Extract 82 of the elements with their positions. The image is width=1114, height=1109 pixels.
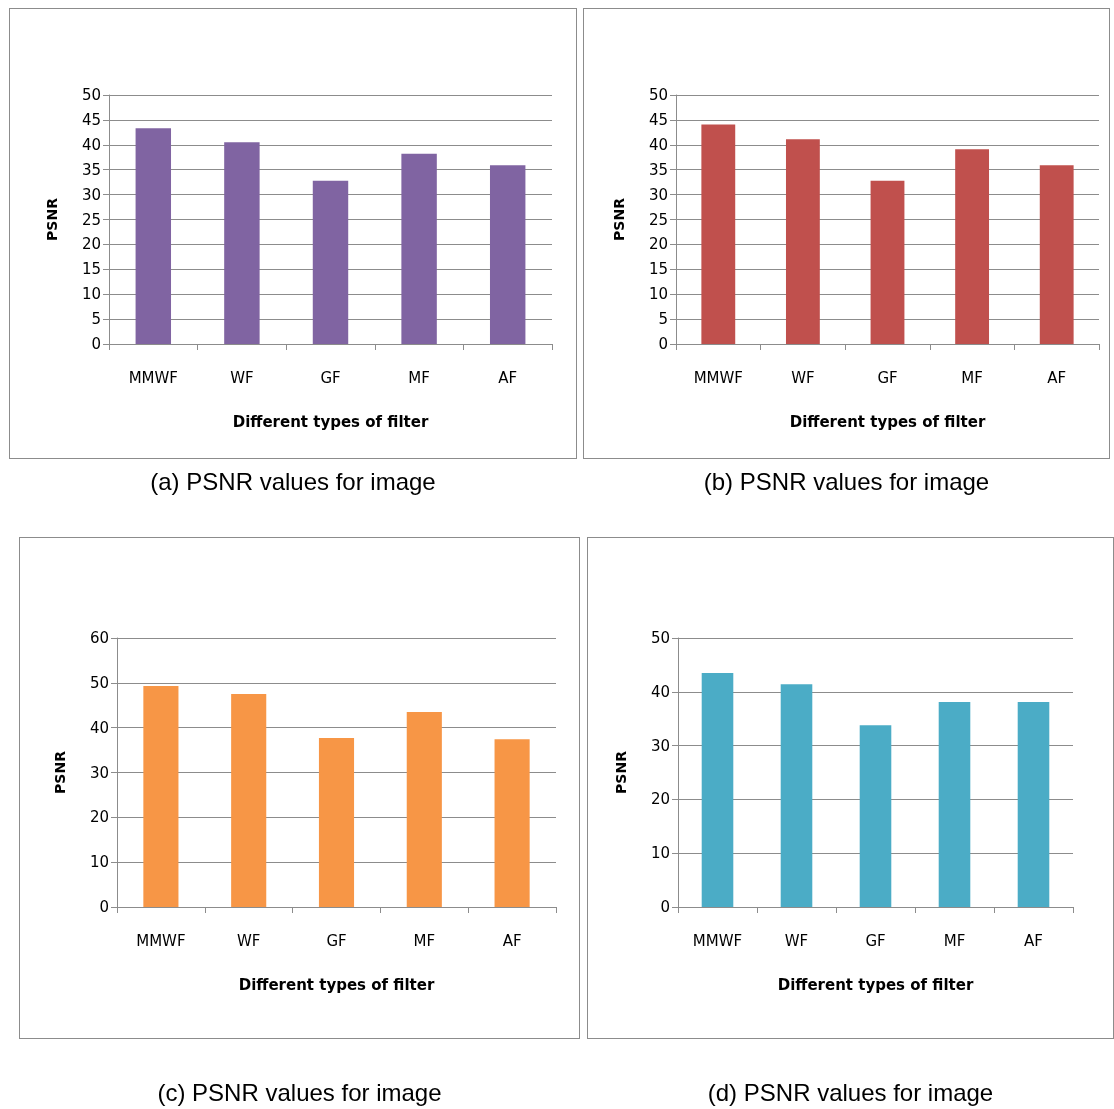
y-tick-label: 30 <box>89 763 109 782</box>
x-tick-label: AF <box>502 931 522 950</box>
y-tick-label: 50 <box>650 629 670 647</box>
y-axis-title: PSNR <box>613 750 629 794</box>
bar <box>231 694 267 907</box>
y-tick-label: 30 <box>650 736 670 755</box>
y-axis-title: PSNR <box>44 197 60 241</box>
y-tick-label: 10 <box>650 844 670 863</box>
y-tick-label: 20 <box>648 235 668 254</box>
x-tick-label: MMWF <box>692 931 743 950</box>
y-tick-label: 40 <box>81 135 101 154</box>
y-tick-label: 10 <box>648 285 668 304</box>
bar <box>224 142 260 344</box>
y-tick-label: 45 <box>648 110 668 129</box>
text: (d) PSNR values for image <box>706 1079 995 1107</box>
x-tick-label: MF <box>408 368 430 387</box>
bar <box>312 180 349 344</box>
x-axis-title: Different types of filter <box>789 412 986 431</box>
x-tick-label: MF <box>413 931 436 950</box>
y-tick-label: 35 <box>81 160 101 179</box>
x-axis-title: Different types of filter <box>232 412 429 431</box>
x-axis-title: Different types of filter <box>238 975 435 994</box>
bar <box>406 711 442 907</box>
y-tick-label: 20 <box>89 808 109 827</box>
x-tick-label: MF <box>943 931 966 950</box>
bar <box>785 139 820 344</box>
y-tick-label: 50 <box>89 673 109 692</box>
y-axis-title: PSNR <box>52 750 68 794</box>
bar <box>318 737 355 907</box>
bar <box>701 124 736 344</box>
x-tick-label: WF <box>236 931 261 950</box>
bar <box>135 128 172 344</box>
y-tick-label: 15 <box>648 260 668 279</box>
x-tick-label: MMWF <box>128 368 178 387</box>
bar <box>143 685 179 907</box>
y-tick-label: 20 <box>81 235 101 254</box>
x-tick-label: GF <box>320 368 341 387</box>
x-tick-label: MMWF <box>693 368 743 387</box>
x-tick-label: GF <box>326 931 347 950</box>
y-tick-label: 35 <box>648 160 668 179</box>
y-tick-label: 50 <box>648 86 668 104</box>
y-axis-title: PSNR <box>611 197 627 241</box>
x-tick-label: WF <box>230 368 254 387</box>
x-tick-label: AF <box>498 368 518 387</box>
y-tick-label: 5 <box>658 310 668 329</box>
bar <box>494 739 530 907</box>
x-tick-label: GF <box>877 368 898 387</box>
y-tick-label: 40 <box>648 135 668 154</box>
text: (c) PSNR values for image <box>156 1079 443 1107</box>
x-tick-label: WF <box>791 368 815 387</box>
y-tick-label: 20 <box>650 790 670 809</box>
x-tick-label: WF <box>784 931 809 950</box>
x-tick-label: AF <box>1024 931 1043 950</box>
x-axis-title: Different types of filter <box>777 975 974 994</box>
bar <box>870 180 905 344</box>
text: (b) PSNR values for image <box>702 468 991 496</box>
x-tick-label: GF <box>865 931 886 950</box>
y-tick-label: 50 <box>81 86 101 104</box>
y-tick-label: 40 <box>650 682 670 701</box>
bar <box>955 149 990 344</box>
y-tick-label: 45 <box>81 110 101 129</box>
y-tick-label: 10 <box>89 853 109 872</box>
y-tick-label: 30 <box>648 185 668 204</box>
y-tick-label: 0 <box>91 335 101 353</box>
y-tick-label: 0 <box>660 898 670 916</box>
y-tick-label: 5 <box>91 310 101 329</box>
y-tick-label: 0 <box>99 898 109 916</box>
x-tick-label: AF <box>1047 368 1067 387</box>
y-tick-label: 10 <box>81 285 101 304</box>
y-tick-label: 40 <box>89 718 109 737</box>
y-tick-label: 0 <box>658 335 668 353</box>
x-tick-label: MF <box>961 368 983 387</box>
y-tick-label: 25 <box>81 210 101 229</box>
text: (a) PSNR values for image <box>149 468 437 496</box>
x-tick-label: MMWF <box>136 931 186 950</box>
bar <box>401 153 437 344</box>
y-tick-label: 60 <box>89 629 109 647</box>
bar <box>489 165 526 344</box>
bar <box>1039 165 1074 344</box>
y-tick-label: 30 <box>81 185 101 204</box>
y-tick-label: 15 <box>81 260 101 279</box>
y-tick-label: 25 <box>648 210 668 229</box>
